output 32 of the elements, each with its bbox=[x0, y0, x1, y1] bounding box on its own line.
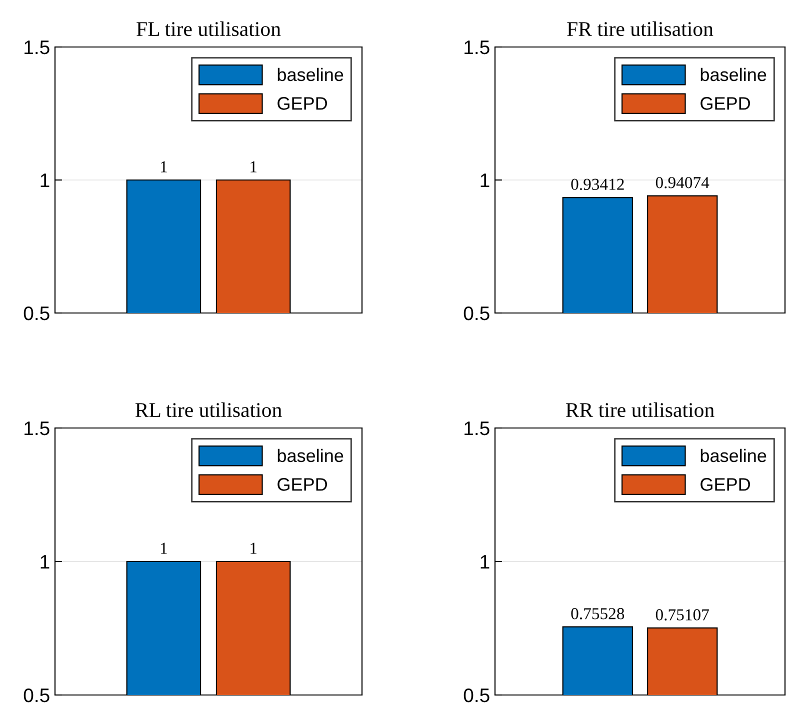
data-label: 1 bbox=[160, 161, 167, 172]
data-label: 1 bbox=[250, 161, 256, 172]
data-label: 0.75107 bbox=[656, 609, 709, 620]
chart-title: RL tire utilisation bbox=[135, 402, 282, 418]
y-tick-label: 1.5 bbox=[464, 422, 490, 436]
y-tick-label: 0.5 bbox=[24, 306, 50, 320]
chart-title: FR tire utilisation bbox=[567, 21, 714, 36]
data-label: 1 bbox=[250, 542, 256, 554]
y-tick-label: 1 bbox=[480, 174, 490, 188]
legend-label: baseline bbox=[700, 448, 766, 462]
data-label: 0.93412 bbox=[571, 178, 624, 190]
legend-label: GEPD bbox=[700, 478, 750, 491]
legend-label: baseline bbox=[278, 448, 344, 462]
y-tick-label: 1.5 bbox=[24, 40, 50, 54]
y-tick-label: 1 bbox=[40, 555, 50, 569]
data-label: 0.75528 bbox=[571, 608, 624, 620]
data-label: 0.94074 bbox=[656, 176, 710, 188]
chart-title: FL tire utilisation bbox=[136, 21, 281, 36]
legend-label: baseline bbox=[700, 68, 766, 82]
chart-title: RR tire utilisation bbox=[566, 402, 714, 418]
legend-label: GEPD bbox=[278, 478, 327, 491]
legend-label: GEPD bbox=[700, 97, 750, 110]
y-tick-label: 0.5 bbox=[24, 688, 50, 702]
y-tick-label: 0.5 bbox=[464, 688, 490, 702]
y-tick-label: 1 bbox=[40, 174, 50, 188]
y-tick-label: 1.5 bbox=[464, 40, 490, 54]
legend-label: baseline bbox=[278, 68, 344, 82]
legend-label: GEPD bbox=[278, 97, 327, 110]
data-label: 1 bbox=[160, 542, 167, 554]
y-tick-label: 0.5 bbox=[464, 306, 490, 320]
y-tick-label: 1.5 bbox=[24, 422, 50, 436]
y-tick-label: 1 bbox=[480, 555, 490, 569]
